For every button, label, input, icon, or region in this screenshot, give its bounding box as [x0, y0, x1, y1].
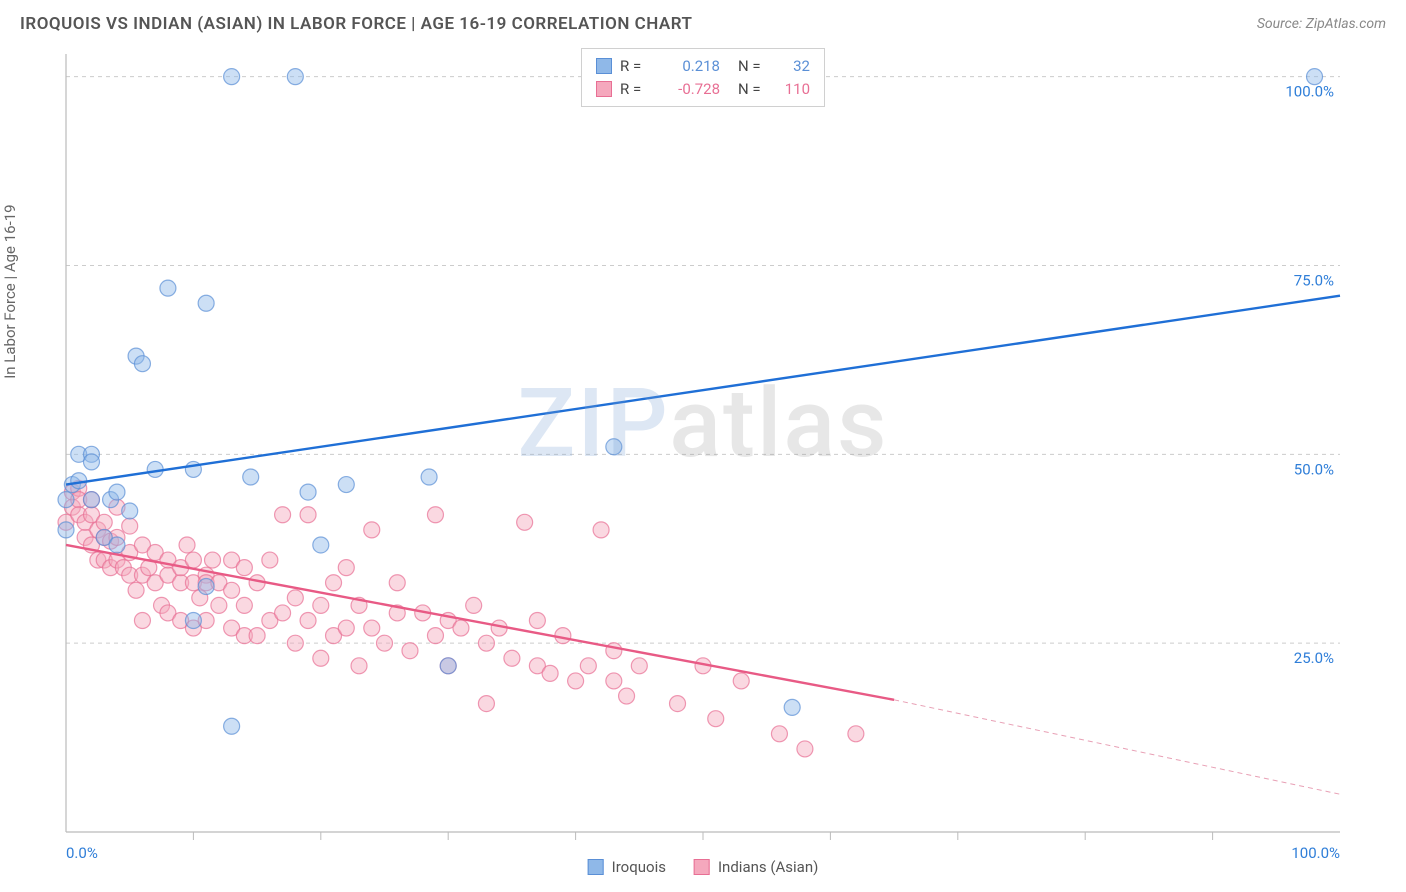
legend-item-indians: Indians (Asian) [694, 858, 818, 876]
legend-row-iroquois: R = 0.218 N = 32 [596, 55, 810, 78]
chart-header: IROQUOIS VS INDIAN (ASIAN) IN LABOR FORC… [0, 0, 1406, 42]
svg-text:100.0%: 100.0% [1285, 83, 1334, 101]
legend-label-indians: Indians (Asian) [718, 858, 818, 876]
svg-text:100.0%: 100.0% [1291, 844, 1340, 862]
svg-text:0.0%: 0.0% [66, 844, 98, 862]
chart-area: In Labor Force | Age 16-19 ZIPatlas R = … [20, 42, 1386, 872]
svg-text:25.0%: 25.0% [1294, 649, 1334, 667]
chart-source: Source: ZipAtlas.com [1257, 16, 1386, 32]
swatch-indians-bottom [694, 859, 710, 875]
y-axis-label: In Labor Force | Age 16-19 [1, 204, 19, 378]
swatch-iroquois-bottom [588, 859, 604, 875]
n-value-iroquois: 32 [776, 55, 810, 78]
n-value-indians: 110 [776, 78, 810, 101]
series-legend: Iroquois Indians (Asian) [588, 858, 819, 876]
scatter-chart: 25.0% 50.0% 75.0% 100.0% 0.0% 100.0% [20, 42, 1386, 872]
r-value-iroquois: 0.218 [662, 55, 720, 78]
swatch-indians [596, 81, 612, 97]
r-value-indians: -0.728 [662, 78, 720, 101]
legend-label-iroquois: Iroquois [612, 858, 666, 876]
svg-text:75.0%: 75.0% [1294, 271, 1334, 289]
legend-item-iroquois: Iroquois [588, 858, 666, 876]
chart-title: IROQUOIS VS INDIAN (ASIAN) IN LABOR FORC… [20, 14, 692, 34]
legend-row-indians: R = -0.728 N = 110 [596, 78, 810, 101]
correlation-legend: R = 0.218 N = 32 R = -0.728 N = 110 [581, 48, 825, 107]
swatch-iroquois [596, 58, 612, 74]
svg-text:50.0%: 50.0% [1294, 460, 1334, 478]
